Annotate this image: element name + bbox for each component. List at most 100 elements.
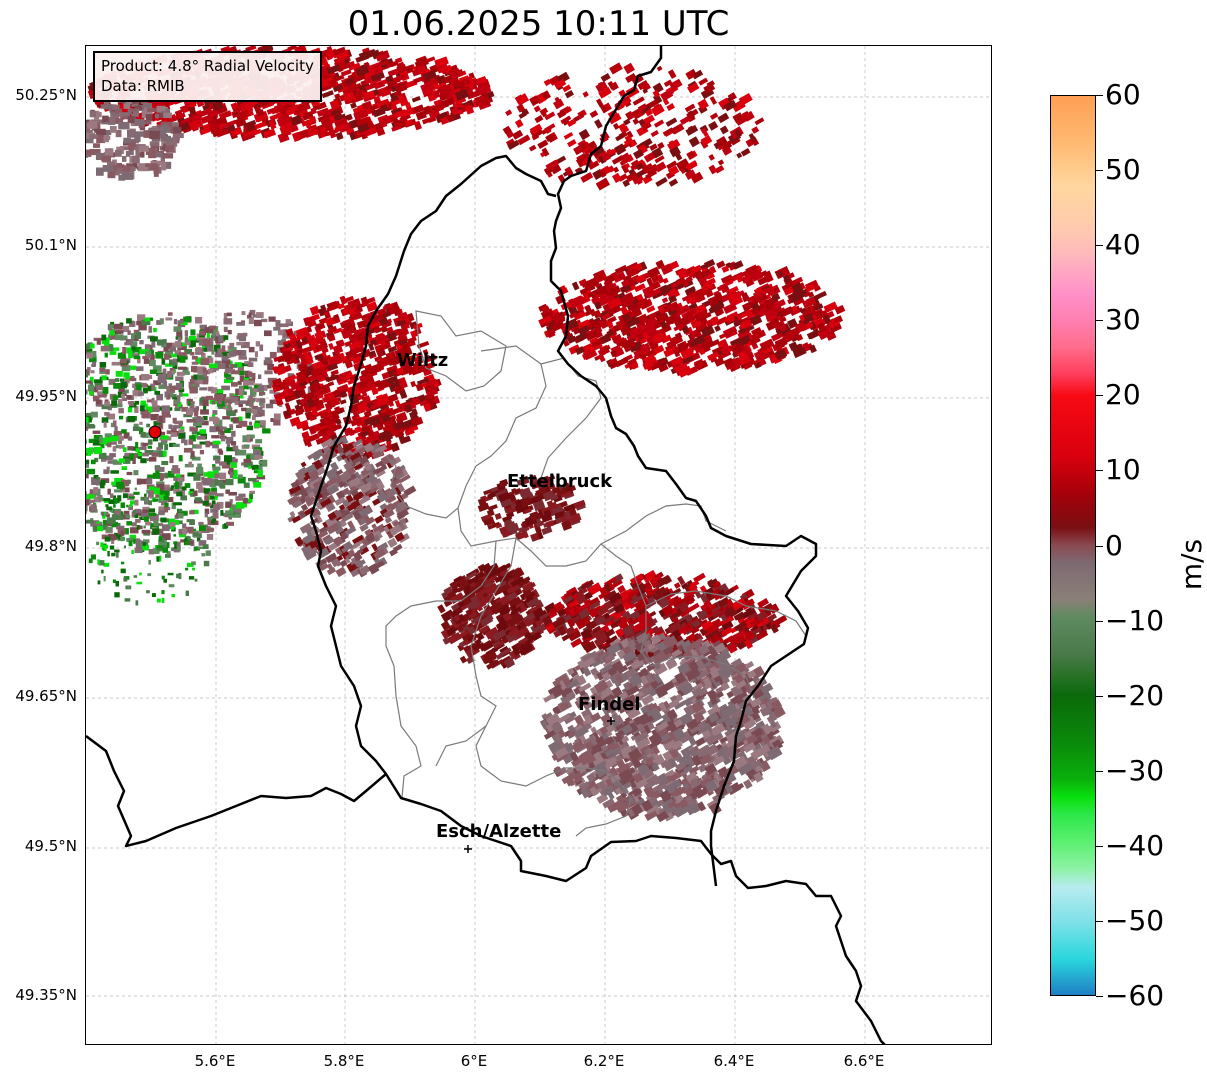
radar-echo-pixel <box>103 469 109 475</box>
radar-echo-pixel <box>168 424 173 429</box>
radar-echo-pixel <box>154 390 161 395</box>
radar-echo-pixel <box>111 481 116 486</box>
radar-echo-pixel <box>209 416 218 422</box>
radar-echo-pixel <box>127 406 133 413</box>
radar-echo-pixel <box>102 165 114 172</box>
radar-echo-pixel <box>253 450 262 456</box>
radar-echo-pixel <box>156 339 164 345</box>
radar-echo-pixel <box>193 490 198 497</box>
radar-echo-pixel <box>117 399 123 405</box>
radar-echo-pixel <box>261 318 268 323</box>
radar-echo-pixel <box>213 503 220 510</box>
radar-echo-pixel <box>264 370 273 375</box>
radar-echo-pixel <box>300 461 307 468</box>
radar-echo-pixel <box>254 455 263 460</box>
radar-echo-pixel <box>137 391 144 396</box>
radar-echo-pixel <box>147 354 152 358</box>
radar-echo-pixel <box>159 506 164 511</box>
radar-echo-pixel <box>89 134 99 138</box>
radar-echo-pixel <box>134 119 145 126</box>
radar-echo-pixel <box>109 126 117 133</box>
radar-echo-pixel <box>135 519 141 523</box>
radar-echo-pixel <box>151 400 158 407</box>
radar-echo-pixel <box>134 514 139 519</box>
radar-echo-pixel <box>115 334 124 341</box>
radar-echo-pixel <box>136 366 144 371</box>
radar-echo-pixel <box>93 143 101 148</box>
radar-echo-pixel <box>132 111 140 117</box>
radar-echo-pixel <box>228 492 237 496</box>
radar-echo-pixel <box>248 409 253 413</box>
radar-echo-pixel <box>86 426 89 430</box>
radar-echo-pixel <box>227 329 232 335</box>
radar-echo-pixel <box>107 443 112 448</box>
radar-echo-pixel <box>154 113 159 119</box>
radar-echo-pixel <box>248 395 253 401</box>
radar-echo-pixel <box>123 510 130 515</box>
radar-echo-pixel <box>96 391 103 395</box>
radar-echo-pixel <box>86 125 88 133</box>
radar-echo-pixel <box>175 135 180 141</box>
radar-echo-pixel <box>129 377 137 382</box>
radar-echo-pixel <box>115 378 119 382</box>
radar-echo-pixel <box>205 440 211 448</box>
radar-echo-pixel <box>170 432 178 437</box>
radar-echo-pixel <box>203 405 207 410</box>
radar-echo-pixel <box>754 117 765 126</box>
radar-echo-pixel <box>223 326 228 332</box>
radar-echo-pixel <box>196 444 202 449</box>
radar-echo-pixel <box>209 472 214 476</box>
radar-echo-pixel <box>209 328 214 334</box>
radar-echo-pixel <box>115 370 123 377</box>
radar-echo-pixel <box>104 412 110 416</box>
radar-echo-pixel <box>212 440 221 445</box>
radar-echo-pixel <box>103 135 109 143</box>
radar-echo-pixel <box>241 311 246 316</box>
radar-echo-pixel <box>92 525 98 532</box>
radar-echo-pixel <box>234 409 238 413</box>
radar-echo-pixel <box>164 391 168 398</box>
radar-echo-pixel <box>88 438 95 443</box>
radar-echo-pixel <box>668 178 679 187</box>
radar-echo-pixel <box>178 455 183 462</box>
radar-echo-pixel <box>243 458 252 463</box>
radar-echo-pixel <box>251 372 256 380</box>
radar-echo-pixel <box>126 395 132 399</box>
radar-echo-pixel <box>148 164 159 171</box>
radar-echo-pixel <box>165 145 175 151</box>
radar-echo-pixel <box>96 385 104 391</box>
radar-echo-pixel <box>174 407 181 412</box>
radar-map[interactable] <box>85 45 992 1045</box>
radar-echo-pixel <box>160 473 165 480</box>
radar-echo-pixel <box>118 121 130 130</box>
radar-echo-pixel <box>114 426 118 432</box>
radar-echo-pixel <box>176 371 185 376</box>
radar-echo-pixel <box>126 347 132 354</box>
radar-echo-pixel <box>89 447 93 455</box>
radar-echo-pixel <box>505 109 513 117</box>
radar-echo-pixel <box>237 449 247 456</box>
radar-echo-pixel <box>158 511 165 516</box>
radar-echo-pixel <box>133 470 139 476</box>
radar-echo-pixel <box>178 429 185 434</box>
radar-echo-pixel <box>94 446 103 454</box>
radar-echo-pixel <box>188 461 193 467</box>
radar-echo-pixel <box>238 493 246 498</box>
radar-echo-pixel <box>133 454 138 458</box>
radar-echo-pixel <box>177 320 184 324</box>
radar-echo-pixel <box>109 344 114 352</box>
radar-echo-pixel <box>247 362 254 367</box>
radar-echo-pixel <box>227 403 231 410</box>
radar-echo-pixel <box>162 441 167 445</box>
radar-echo-pixel <box>221 436 225 442</box>
radar-echo-pixel <box>86 343 90 350</box>
radar-echo-pixel <box>110 470 119 474</box>
radar-echo-pixel <box>115 330 124 334</box>
radar-echo-pixel <box>163 112 172 119</box>
radar-echo-pixel <box>661 297 669 304</box>
radar-echo-pixel <box>103 421 107 428</box>
radar-echo-pixel <box>225 361 230 369</box>
radar-echo-pixel <box>655 177 668 187</box>
radar-echo-pixel <box>172 425 182 429</box>
radar-echo-pixel <box>161 461 169 466</box>
